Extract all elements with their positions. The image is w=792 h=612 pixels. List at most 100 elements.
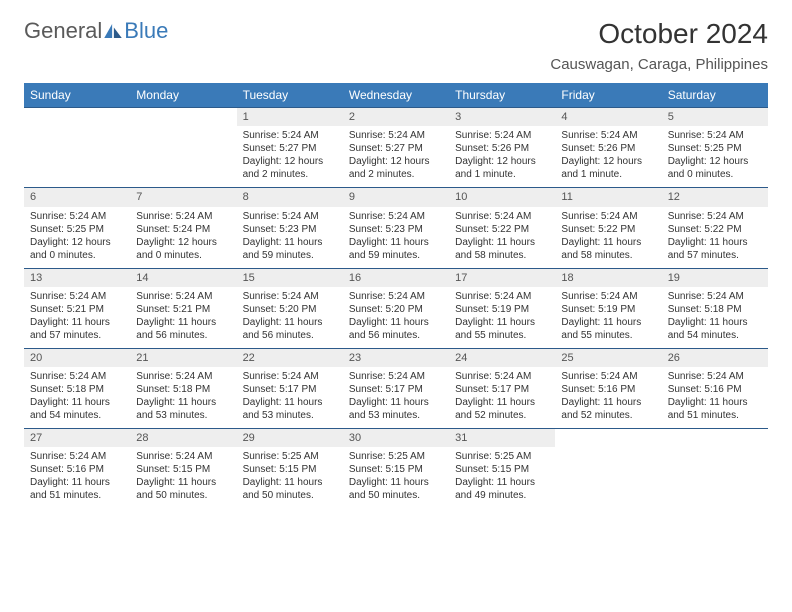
day-content-cell: Sunrise: 5:24 AMSunset: 5:27 PMDaylight:… (237, 126, 343, 188)
daylight-line: Daylight: 11 hours and 59 minutes. (243, 236, 337, 262)
day-number-cell: 8 (237, 188, 343, 207)
day-number-cell: 25 (555, 348, 661, 367)
daylight-line: Daylight: 11 hours and 52 minutes. (455, 396, 549, 422)
sunset-line: Sunset: 5:27 PM (243, 142, 337, 155)
day-number-cell: 27 (24, 429, 130, 448)
day-number-cell: 2 (343, 108, 449, 127)
day-content-cell: Sunrise: 5:24 AMSunset: 5:16 PMDaylight:… (24, 447, 130, 508)
sunset-line: Sunset: 5:18 PM (136, 383, 230, 396)
day-number-cell: 14 (130, 268, 236, 287)
day-number-cell: 18 (555, 268, 661, 287)
sunrise-line: Sunrise: 5:24 AM (30, 370, 124, 383)
day-content-cell: Sunrise: 5:24 AMSunset: 5:19 PMDaylight:… (555, 287, 661, 349)
day-number-row: 2728293031 (24, 429, 768, 448)
daylight-line: Daylight: 11 hours and 58 minutes. (455, 236, 549, 262)
day-content-row: Sunrise: 5:24 AMSunset: 5:16 PMDaylight:… (24, 447, 768, 508)
sunrise-line: Sunrise: 5:24 AM (668, 129, 762, 142)
sunrise-line: Sunrise: 5:24 AM (668, 210, 762, 223)
daylight-line: Daylight: 11 hours and 50 minutes. (349, 476, 443, 502)
sunset-line: Sunset: 5:16 PM (561, 383, 655, 396)
day-content-cell: Sunrise: 5:24 AMSunset: 5:15 PMDaylight:… (130, 447, 236, 508)
sunrise-line: Sunrise: 5:24 AM (30, 290, 124, 303)
sunset-line: Sunset: 5:15 PM (455, 463, 549, 476)
weekday-header: Sunday (24, 83, 130, 108)
day-number-cell: 29 (237, 429, 343, 448)
sunrise-line: Sunrise: 5:24 AM (243, 370, 337, 383)
day-content-cell: Sunrise: 5:24 AMSunset: 5:25 PMDaylight:… (662, 126, 768, 188)
day-number-cell: 17 (449, 268, 555, 287)
weekday-header-row: SundayMondayTuesdayWednesdayThursdayFrid… (24, 83, 768, 108)
daylight-line: Daylight: 11 hours and 57 minutes. (30, 316, 124, 342)
daylight-line: Daylight: 12 hours and 0 minutes. (30, 236, 124, 262)
day-number-cell: 6 (24, 188, 130, 207)
day-content-cell: Sunrise: 5:24 AMSunset: 5:26 PMDaylight:… (555, 126, 661, 188)
sunset-line: Sunset: 5:26 PM (561, 142, 655, 155)
daylight-line: Daylight: 12 hours and 1 minute. (561, 155, 655, 181)
sunrise-line: Sunrise: 5:24 AM (349, 290, 443, 303)
sunset-line: Sunset: 5:21 PM (30, 303, 124, 316)
day-content-cell: Sunrise: 5:24 AMSunset: 5:18 PMDaylight:… (662, 287, 768, 349)
day-number-cell: 13 (24, 268, 130, 287)
sunset-line: Sunset: 5:23 PM (349, 223, 443, 236)
sunset-line: Sunset: 5:23 PM (243, 223, 337, 236)
sunrise-line: Sunrise: 5:24 AM (349, 210, 443, 223)
daylight-line: Daylight: 12 hours and 0 minutes. (136, 236, 230, 262)
title-block: October 2024 Causwagan, Caraga, Philippi… (550, 18, 768, 73)
day-content-cell: Sunrise: 5:24 AMSunset: 5:20 PMDaylight:… (343, 287, 449, 349)
header: General Blue October 2024 Causwagan, Car… (24, 18, 768, 73)
day-content-row: Sunrise: 5:24 AMSunset: 5:27 PMDaylight:… (24, 126, 768, 188)
day-content-cell: Sunrise: 5:24 AMSunset: 5:24 PMDaylight:… (130, 207, 236, 269)
sunset-line: Sunset: 5:18 PM (30, 383, 124, 396)
day-number-row: 12345 (24, 108, 768, 127)
sunset-line: Sunset: 5:27 PM (349, 142, 443, 155)
sunset-line: Sunset: 5:15 PM (349, 463, 443, 476)
day-number-cell: 3 (449, 108, 555, 127)
daylight-line: Daylight: 11 hours and 54 minutes. (668, 316, 762, 342)
sunset-line: Sunset: 5:17 PM (349, 383, 443, 396)
day-number-cell: 19 (662, 268, 768, 287)
daylight-line: Daylight: 12 hours and 2 minutes. (243, 155, 337, 181)
sunset-line: Sunset: 5:25 PM (668, 142, 762, 155)
sunrise-line: Sunrise: 5:25 AM (349, 450, 443, 463)
daylight-line: Daylight: 12 hours and 0 minutes. (668, 155, 762, 181)
weekday-header: Friday (555, 83, 661, 108)
sunrise-line: Sunrise: 5:24 AM (561, 290, 655, 303)
day-number-cell: 31 (449, 429, 555, 448)
day-number-row: 6789101112 (24, 188, 768, 207)
sunset-line: Sunset: 5:19 PM (561, 303, 655, 316)
daylight-line: Daylight: 11 hours and 59 minutes. (349, 236, 443, 262)
day-content-cell: Sunrise: 5:24 AMSunset: 5:17 PMDaylight:… (449, 367, 555, 429)
sunset-line: Sunset: 5:15 PM (136, 463, 230, 476)
sunset-line: Sunset: 5:20 PM (349, 303, 443, 316)
sunrise-line: Sunrise: 5:24 AM (349, 129, 443, 142)
day-content-cell: Sunrise: 5:24 AMSunset: 5:17 PMDaylight:… (237, 367, 343, 429)
sunrise-line: Sunrise: 5:24 AM (30, 450, 124, 463)
sunrise-line: Sunrise: 5:24 AM (349, 370, 443, 383)
day-content-cell: Sunrise: 5:24 AMSunset: 5:23 PMDaylight:… (343, 207, 449, 269)
daylight-line: Daylight: 11 hours and 51 minutes. (30, 476, 124, 502)
day-content-cell: Sunrise: 5:24 AMSunset: 5:26 PMDaylight:… (449, 126, 555, 188)
daylight-line: Daylight: 11 hours and 49 minutes. (455, 476, 549, 502)
sunrise-line: Sunrise: 5:24 AM (136, 210, 230, 223)
day-number-cell: 22 (237, 348, 343, 367)
sunrise-line: Sunrise: 5:24 AM (136, 450, 230, 463)
day-content-cell: Sunrise: 5:24 AMSunset: 5:20 PMDaylight:… (237, 287, 343, 349)
day-content-cell (555, 447, 661, 508)
sunrise-line: Sunrise: 5:24 AM (136, 370, 230, 383)
weekday-header: Wednesday (343, 83, 449, 108)
sunset-line: Sunset: 5:16 PM (668, 383, 762, 396)
day-content-cell: Sunrise: 5:24 AMSunset: 5:18 PMDaylight:… (24, 367, 130, 429)
day-number-cell: 7 (130, 188, 236, 207)
day-content-cell (24, 126, 130, 188)
day-number-cell: 24 (449, 348, 555, 367)
daylight-line: Daylight: 11 hours and 53 minutes. (243, 396, 337, 422)
daylight-line: Daylight: 11 hours and 51 minutes. (668, 396, 762, 422)
sunset-line: Sunset: 5:17 PM (243, 383, 337, 396)
sunrise-line: Sunrise: 5:24 AM (243, 210, 337, 223)
sunrise-line: Sunrise: 5:24 AM (455, 370, 549, 383)
day-number-row: 13141516171819 (24, 268, 768, 287)
logo: General Blue (24, 18, 168, 44)
calendar-table: SundayMondayTuesdayWednesdayThursdayFrid… (24, 83, 768, 508)
sunrise-line: Sunrise: 5:24 AM (561, 370, 655, 383)
logo-text-blue: Blue (124, 18, 168, 44)
